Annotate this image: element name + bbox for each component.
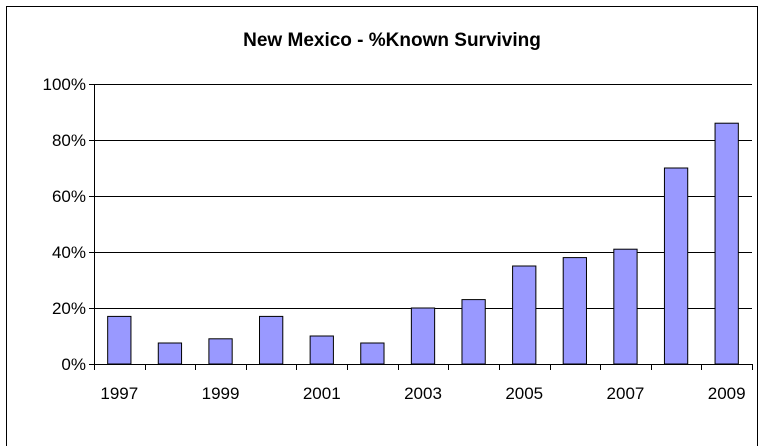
bar-1998 (157, 342, 183, 365)
bar-2006 (562, 257, 587, 365)
y-tick-labels: 0% 20% 40% 60% 80% 100% (43, 75, 86, 374)
x-tick-label-2005: 2005 (505, 384, 543, 403)
bar-2007 (613, 248, 638, 365)
x-tick-label-2007: 2007 (607, 384, 645, 403)
y-tick-label-1: 20% (52, 299, 86, 318)
bar-2008 (663, 167, 689, 365)
bar-2002 (360, 342, 385, 365)
y-tick-label-4: 80% (52, 131, 86, 150)
x-tick-label-1999: 1999 (202, 384, 240, 403)
x-tick-label-2003: 2003 (404, 384, 442, 403)
bar-2005 (512, 265, 537, 365)
grid-lines (94, 84, 752, 309)
x-tick-label-2009: 2009 (708, 384, 746, 403)
bars (107, 122, 739, 365)
y-tick-label-0: 0% (61, 355, 86, 374)
y-tick-label-5: 100% (43, 75, 86, 94)
x-tick-label-1997: 1997 (100, 384, 138, 403)
bar-2003 (410, 307, 436, 365)
bar-chart: New Mexico - %Known Surviving 0% 20% 40% 60… (43, 30, 753, 403)
y-tick-label-2: 40% (52, 243, 86, 262)
x-tick-label-2001: 2001 (303, 384, 341, 403)
bar-1999 (208, 338, 233, 365)
bar-1997 (107, 315, 132, 365)
bar-2001 (309, 335, 334, 365)
bar-2009 (714, 122, 739, 365)
x-tick-labels: 1997 1999 2001 2003 2005 2007 2009 (100, 384, 745, 403)
y-tick-label-3: 60% (52, 187, 86, 206)
bar-2000 (259, 315, 284, 365)
chart-frame (6, 6, 758, 446)
chart-title: New Mexico - %Known Surviving (243, 30, 541, 51)
axes (89, 84, 753, 370)
bar-2004 (461, 299, 486, 365)
